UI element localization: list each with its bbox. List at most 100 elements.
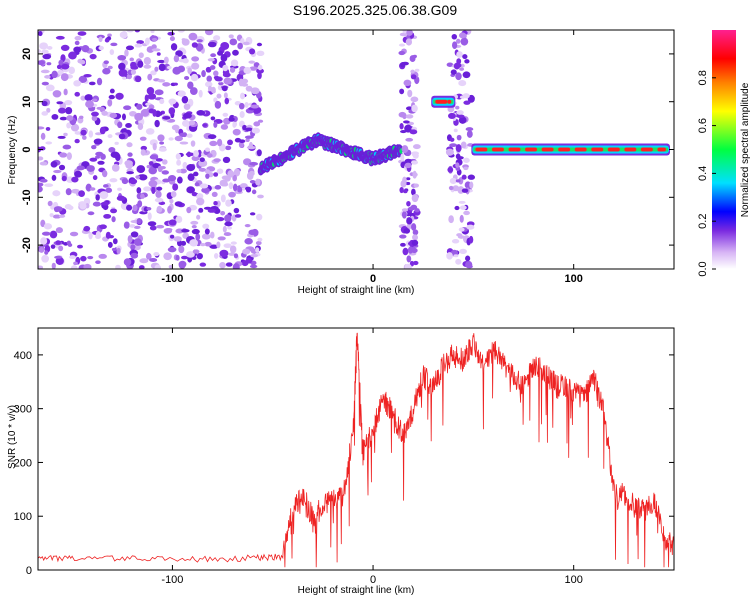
noise-band-blob — [411, 239, 419, 246]
noise-blob — [213, 70, 219, 77]
noise-blob — [148, 108, 155, 114]
noise-blob — [98, 36, 103, 43]
noise-blob — [154, 89, 164, 96]
noise-band-blob — [463, 166, 469, 171]
noise-blob — [109, 88, 115, 94]
noise-blob — [148, 161, 154, 166]
noise-blob — [98, 253, 107, 259]
noise-band-blob — [401, 210, 407, 219]
noise-blob — [107, 99, 113, 107]
noise-blob — [156, 205, 163, 213]
noise-blob — [85, 183, 92, 192]
noise-blob — [52, 90, 62, 98]
y-tick-label: 300 — [14, 404, 32, 416]
noise-blob — [38, 49, 41, 54]
noise-blob — [134, 112, 144, 121]
noise-blob — [154, 197, 164, 203]
noise-blob — [246, 172, 254, 180]
noise-blob — [165, 228, 173, 232]
noise-blob — [78, 75, 88, 83]
noise-band-blob — [455, 63, 462, 68]
noise-blob — [245, 257, 253, 264]
noise-blob — [136, 165, 146, 174]
noise-blob — [210, 53, 217, 58]
x-tick-label: 0 — [370, 574, 376, 586]
noise-band-blob — [412, 54, 417, 59]
noise-blob — [140, 149, 146, 156]
noise-blob — [59, 116, 68, 121]
noise-blob — [83, 225, 91, 232]
noise-blob — [174, 125, 179, 134]
tone-peak — [640, 147, 653, 152]
noise-band-blob — [466, 130, 473, 138]
noise-blob — [158, 63, 166, 72]
noise-blob — [223, 232, 232, 237]
noise-band-blob — [458, 227, 465, 232]
snr-frame — [37, 327, 675, 571]
noise-blob — [156, 224, 165, 229]
noise-blob — [80, 129, 87, 136]
noise-blob — [129, 57, 134, 62]
noise-blob — [55, 240, 61, 245]
noise-blob — [133, 238, 142, 246]
noise-blob — [228, 252, 236, 256]
noise-blob — [228, 191, 236, 198]
tone-peak — [624, 147, 637, 152]
noise-blob — [159, 98, 165, 105]
x-tick-label: 100 — [565, 574, 583, 586]
noise-blob — [38, 31, 43, 37]
colorbar-tick-label: 0.4 — [697, 166, 709, 181]
noise-band-blob — [406, 222, 412, 230]
noise-band-blob — [406, 255, 412, 263]
noise-blob — [198, 159, 208, 168]
noise-blob — [220, 211, 226, 216]
noise-blob — [41, 100, 48, 107]
noise-blob — [249, 264, 258, 269]
noise-blob — [148, 166, 158, 175]
noise-blob — [123, 258, 132, 266]
noise-blob — [239, 92, 245, 100]
noise-band-blob — [409, 129, 418, 135]
noise-blob — [87, 211, 95, 216]
noise-blob — [107, 33, 112, 37]
noise-blob — [71, 188, 80, 194]
noise-band-blob — [455, 179, 461, 183]
noise-blob — [93, 138, 103, 145]
noise-band-blob — [398, 111, 407, 118]
noise-band-blob — [456, 134, 462, 141]
noise-band-blob — [455, 162, 460, 168]
noise-blob — [116, 247, 121, 255]
noise-blob — [167, 246, 177, 253]
noise-band-blob — [410, 160, 419, 165]
noise-blob — [99, 126, 106, 135]
noise-blob — [107, 134, 113, 139]
noise-blob — [101, 110, 108, 116]
noise-blob — [109, 112, 118, 119]
noise-blob — [126, 142, 133, 148]
noise-blob — [46, 107, 51, 113]
noise-band-blob — [463, 100, 471, 105]
noise-blob — [228, 182, 234, 190]
noise-blob — [220, 124, 229, 130]
noise-blob — [170, 191, 177, 198]
noise-blob — [187, 81, 194, 89]
noise-band-blob — [459, 67, 465, 71]
noise-blob — [107, 241, 113, 248]
noise-blob — [190, 220, 199, 225]
noise-band-blob — [446, 62, 454, 67]
noise-blob — [110, 151, 120, 159]
noise-blob — [210, 231, 215, 239]
noise-blob — [73, 261, 78, 266]
noise-blob — [225, 199, 232, 207]
noise-band-blob — [411, 247, 418, 254]
noise-blob — [130, 252, 139, 259]
noise-blob — [63, 132, 68, 137]
noise-blob — [43, 223, 53, 230]
noise-blob — [53, 206, 63, 212]
noise-band-blob — [404, 263, 412, 269]
noise-blob — [214, 76, 223, 82]
noise-blob — [44, 250, 49, 255]
noise-blob — [154, 66, 159, 72]
noise-blob — [243, 158, 252, 166]
noise-blob — [135, 175, 141, 179]
